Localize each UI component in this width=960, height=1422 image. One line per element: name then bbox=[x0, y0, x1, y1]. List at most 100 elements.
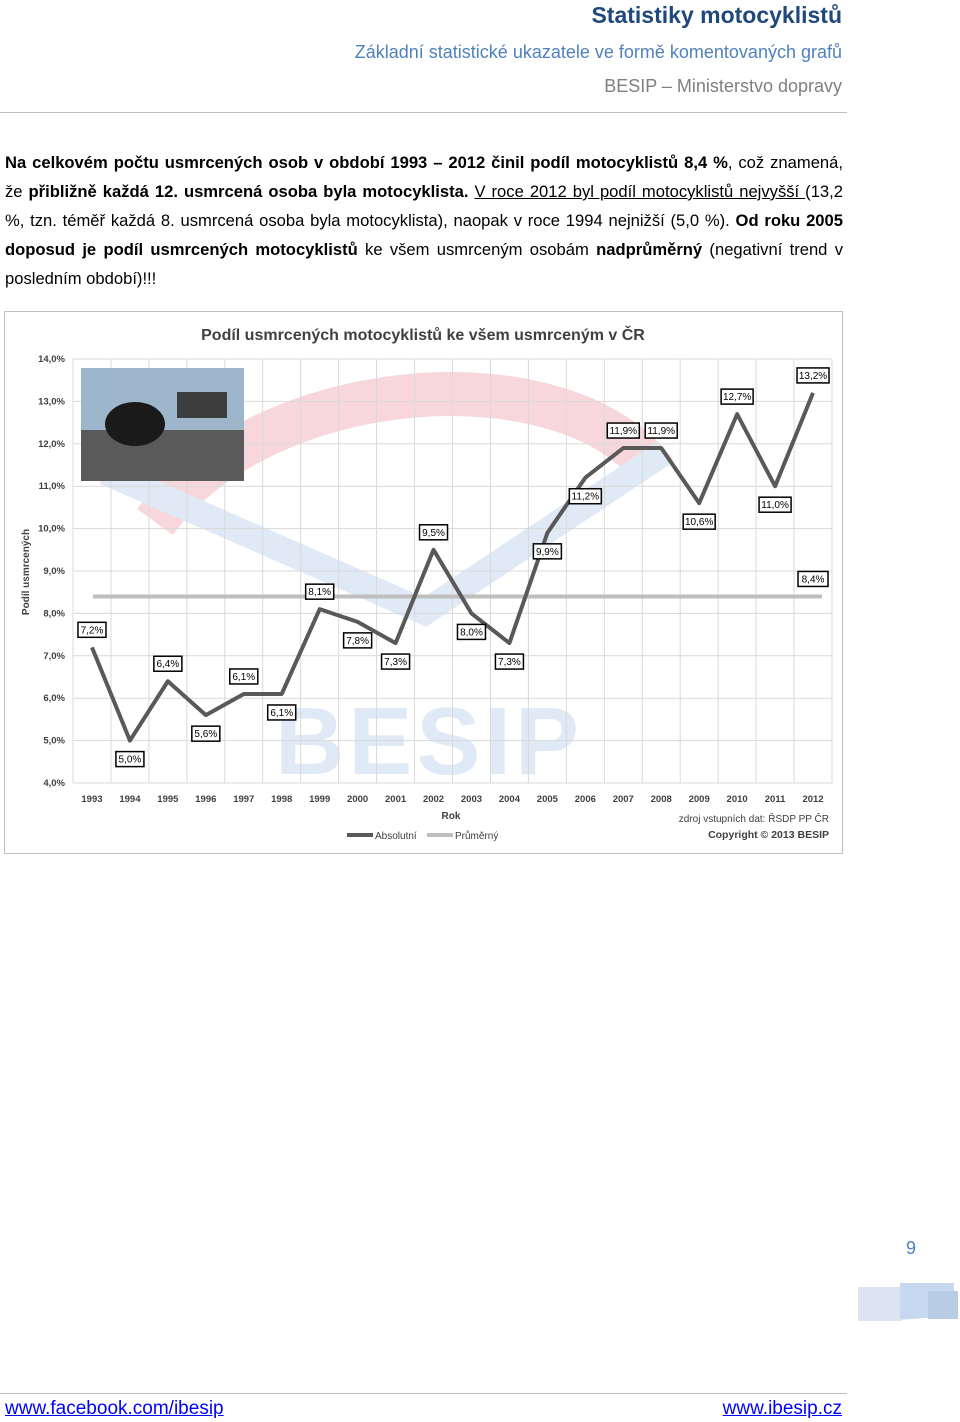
line-chart: BESIP 4,0% 5,0% 6,0% 7,0% 8,0% 9,0% 10,0% 11,0% 1… bbox=[21, 325, 833, 842]
chart-title: Podíl usmrcených motocyklistů ke všem us… bbox=[201, 325, 645, 344]
data-label: 11,9% bbox=[647, 426, 675, 437]
y-tick-label: 4,0% bbox=[43, 778, 65, 789]
x-tick-label: 1999 bbox=[309, 794, 330, 805]
para-span-5: V roce 2012 byl podíl motocyklistů nejvy… bbox=[474, 182, 806, 201]
para-span-1: Na celkovém počtu usmrcených osob v obdo… bbox=[5, 153, 728, 172]
data-label-box bbox=[758, 496, 792, 513]
data-label: 8,0% bbox=[460, 627, 483, 638]
series-line-absolutni bbox=[90, 392, 815, 743]
facebook-link[interactable]: www.facebook.com/ibesip bbox=[5, 1398, 224, 1419]
document-title: Statistiky motocyklistů bbox=[591, 2, 842, 28]
x-tick-label: 1996 bbox=[195, 794, 216, 805]
data-label: 7,3% bbox=[498, 657, 521, 668]
para-span-8: ke všem usmrceným osobám bbox=[357, 240, 597, 259]
data-label: 6,1% bbox=[232, 672, 255, 683]
x-tick-label: 2009 bbox=[689, 794, 710, 805]
data-label: 9,9% bbox=[536, 547, 559, 558]
data-label-box bbox=[606, 422, 641, 439]
x-tick-label: 2007 bbox=[613, 794, 634, 805]
data-label: 11,9% bbox=[609, 426, 637, 437]
average-label-box bbox=[797, 570, 829, 588]
x-tick-label: 1995 bbox=[157, 794, 179, 805]
x-tick-label: 1993 bbox=[81, 794, 102, 805]
y-tick-label: 6,0% bbox=[43, 693, 65, 704]
data-label: 7,3% bbox=[384, 657, 407, 668]
x-tick-label: 2001 bbox=[385, 794, 407, 805]
para-span-6: (13,2 %, tzn. téměř každá 8. usmrcená os… bbox=[5, 182, 843, 230]
data-label-box bbox=[191, 725, 221, 742]
y-tick-label: 13,0% bbox=[38, 396, 65, 407]
x-axis-label: Rok bbox=[442, 811, 461, 822]
page-corner-decoration bbox=[858, 1283, 958, 1321]
x-tick-label: 2002 bbox=[423, 794, 444, 805]
chart-source: zdroj vstupních dat: ŘSDP PP ČR bbox=[679, 812, 829, 825]
photo-helmet bbox=[105, 402, 165, 446]
y-tick-label: 11,0% bbox=[39, 481, 66, 492]
data-label: 11,0% bbox=[761, 500, 789, 511]
y-tick-label: 10,0% bbox=[38, 524, 65, 535]
x-tick-label: 2000 bbox=[347, 794, 368, 805]
data-label-box bbox=[568, 487, 603, 505]
x-tick-label: 2003 bbox=[461, 794, 482, 805]
chart-copyright: Copyright © 2013 BESIP bbox=[708, 829, 829, 841]
data-label-box bbox=[153, 655, 183, 672]
data-label: 9,5% bbox=[422, 528, 445, 539]
data-label: 8,1% bbox=[308, 587, 331, 598]
x-tick-label: 2012 bbox=[802, 794, 823, 805]
photo-figures bbox=[177, 392, 227, 418]
y-tick-label: 7,0% bbox=[43, 651, 65, 662]
x-tick-label: 2004 bbox=[499, 794, 521, 805]
x-tick-label: 2006 bbox=[575, 794, 596, 805]
data-label-box bbox=[418, 524, 449, 541]
y-tick-label: 9,0% bbox=[43, 566, 65, 577]
website-link[interactable]: www.ibesip.cz bbox=[722, 1398, 842, 1419]
data-label: 12,7% bbox=[723, 392, 751, 403]
page-number: 9 bbox=[906, 1238, 917, 1258]
y-axis-label: Podíl usmrcených bbox=[21, 529, 32, 615]
para-span-10: (negativní trend v posledním období)!!! bbox=[5, 240, 843, 288]
watermark-chevron bbox=[99, 441, 673, 627]
data-label: 10,6% bbox=[685, 517, 713, 528]
data-label: 7,2% bbox=[81, 625, 104, 636]
data-label: 5,0% bbox=[119, 755, 142, 766]
data-label-box bbox=[456, 623, 487, 641]
x-tick-label: 2008 bbox=[651, 794, 672, 805]
photo-road bbox=[81, 430, 244, 481]
data-label: 5,6% bbox=[194, 729, 217, 740]
data-label-box bbox=[720, 388, 754, 405]
footer-divider bbox=[0, 1393, 847, 1394]
chart-frame: BESIP 4,0% 5,0% 6,0% 7,0% 8,0% 9,0% 10,0% 11,0% 1… bbox=[4, 311, 843, 854]
data-label-box bbox=[380, 653, 411, 670]
y-tick-label: 5,0% bbox=[43, 736, 65, 747]
document-org: BESIP – Ministerstvo dopravy bbox=[604, 76, 842, 96]
data-label: 6,4% bbox=[156, 659, 179, 670]
y-tick-label: 12,0% bbox=[38, 439, 65, 450]
data-label: 6,1% bbox=[270, 708, 293, 719]
data-label-box bbox=[77, 621, 107, 639]
data-label: 13,2% bbox=[799, 371, 827, 382]
x-tick-label: 2010 bbox=[727, 794, 748, 805]
para-span-9: nadprůměrný bbox=[596, 240, 703, 259]
x-tick-label: 1997 bbox=[233, 794, 254, 805]
data-label: 7,8% bbox=[346, 636, 369, 647]
data-label-box bbox=[229, 668, 259, 685]
para-span-7: Od roku 2005 doposud je podíl usmrcených… bbox=[5, 211, 843, 259]
x-tick-label: 1994 bbox=[119, 794, 141, 805]
para-span-3: přibližně každá 12. usmrcená osoba byla … bbox=[28, 182, 469, 201]
data-label-box bbox=[796, 367, 830, 384]
legend-label-absolutni: Absolutní bbox=[375, 831, 417, 842]
x-tick-label: 2005 bbox=[537, 794, 559, 805]
y-tick-label: 14,0% bbox=[38, 354, 65, 365]
header-divider bbox=[0, 112, 847, 113]
y-tick-label: 8,0% bbox=[43, 608, 65, 619]
page-header: Statistiky motocyklistů Základní statist… bbox=[355, 0, 842, 97]
document-subtitle: Základní statistické ukazatele ve formě … bbox=[354, 42, 842, 62]
data-label-box bbox=[304, 583, 335, 600]
watermark-text: BESIP bbox=[275, 688, 583, 795]
x-tick-label: 2011 bbox=[765, 794, 786, 805]
data-label-box bbox=[266, 704, 297, 721]
data-label-box bbox=[682, 513, 716, 530]
summary-paragraph: Na celkovém počtu usmrcených osob v obdo… bbox=[5, 148, 843, 293]
data-label-box bbox=[532, 543, 563, 560]
data-label-box bbox=[115, 750, 145, 768]
